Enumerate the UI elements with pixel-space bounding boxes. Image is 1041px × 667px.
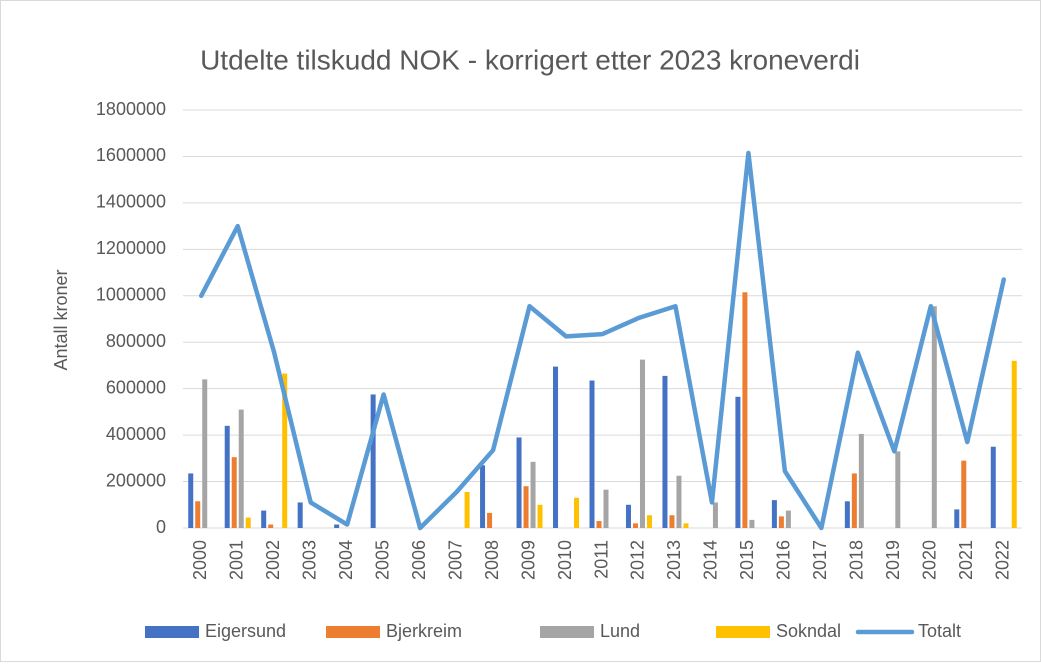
y-tick-label: 1800000 [96, 99, 166, 119]
bar [574, 497, 580, 528]
legend-swatch [326, 626, 380, 638]
legend-label: Eigersund [205, 621, 286, 641]
bar [224, 425, 230, 528]
bar [625, 504, 631, 528]
x-tick-label: 2012 [628, 540, 648, 580]
bar [771, 500, 777, 528]
bar [895, 451, 901, 528]
y-tick-label: 600000 [106, 377, 166, 397]
y-tick-label: 1400000 [96, 192, 166, 212]
bar [195, 501, 201, 528]
bar [669, 515, 675, 528]
bar [639, 359, 645, 528]
y-tick-label: 200000 [106, 470, 166, 490]
legend-label: Totalt [918, 621, 961, 641]
bar [553, 366, 559, 528]
bar [523, 486, 529, 528]
y-tick-label: 1600000 [96, 145, 166, 165]
x-tick-label: 2005 [372, 540, 392, 580]
x-tick-label: 2020 [920, 540, 940, 580]
bar [603, 489, 609, 528]
bar [676, 475, 682, 528]
bar [1011, 360, 1017, 528]
x-tick-label: 2010 [555, 540, 575, 580]
x-tick-label: 2013 [664, 540, 684, 580]
x-tick-label: 2000 [190, 540, 210, 580]
bar [844, 501, 850, 528]
y-tick-label: 800000 [106, 331, 166, 351]
bar [464, 492, 470, 528]
legend-swatch [540, 626, 594, 638]
bar [632, 523, 638, 528]
bar [851, 473, 857, 528]
y-tick-label: 1000000 [96, 285, 166, 305]
x-tick-label: 2021 [956, 540, 976, 580]
x-tick-label: 2001 [226, 540, 246, 580]
x-tick-label: 2004 [336, 540, 356, 580]
y-tick-label: 400000 [106, 424, 166, 444]
bar [662, 375, 668, 528]
bar [961, 460, 967, 528]
bar [646, 515, 652, 528]
x-tick-label: 2011 [591, 540, 611, 579]
bar [683, 523, 689, 528]
x-tick-label: 2014 [701, 540, 721, 580]
x-tick-label: 2003 [299, 540, 319, 580]
x-tick-label: 2015 [737, 540, 757, 580]
bar [589, 380, 595, 528]
line [198, 150, 1007, 531]
legend-label: Bjerkreim [386, 621, 462, 641]
bar [238, 409, 244, 528]
x-tick-label: 2019 [883, 540, 903, 580]
x-tick-label: 2022 [993, 540, 1013, 580]
bar [202, 379, 208, 528]
bar [530, 461, 536, 528]
bar [297, 502, 303, 528]
bar [516, 437, 522, 528]
bar [231, 457, 237, 528]
x-tick-label: 2007 [445, 540, 465, 580]
bar [596, 521, 602, 528]
x-tick-label: 2017 [810, 540, 830, 580]
y-tick-label: 1200000 [96, 238, 166, 258]
x-tick-label: 2006 [409, 540, 429, 580]
bar [858, 433, 864, 528]
bar [785, 510, 791, 528]
bar [778, 516, 784, 528]
x-tick-label: 2008 [482, 540, 502, 580]
legend-label: Lund [600, 621, 640, 641]
bar [954, 509, 960, 528]
chart-title: Utdelte tilskudd NOK - korrigert etter 2… [200, 44, 860, 75]
bar [735, 396, 741, 528]
bar [990, 446, 996, 528]
bar [480, 465, 486, 528]
x-tick-label: 2016 [774, 540, 794, 580]
y-tick-label: 0 [156, 517, 166, 537]
x-tick-label: 2018 [847, 540, 867, 580]
bar [282, 373, 288, 528]
bar [749, 519, 755, 528]
bar [487, 512, 493, 528]
x-tick-label: 2009 [518, 540, 538, 580]
bar [742, 292, 748, 528]
legend-label: Sokndal [776, 621, 841, 641]
bar [245, 517, 251, 528]
bar [261, 510, 267, 528]
bar [537, 504, 543, 528]
bar [712, 502, 718, 528]
bar [370, 394, 376, 528]
bar [931, 306, 937, 528]
bar [334, 524, 340, 528]
bar [268, 524, 274, 528]
x-tick-label: 2002 [263, 540, 283, 580]
legend-swatch [716, 626, 770, 638]
legend-swatch [145, 626, 199, 638]
y-axis-label: Antall kroner [51, 269, 71, 370]
bar [188, 473, 194, 528]
